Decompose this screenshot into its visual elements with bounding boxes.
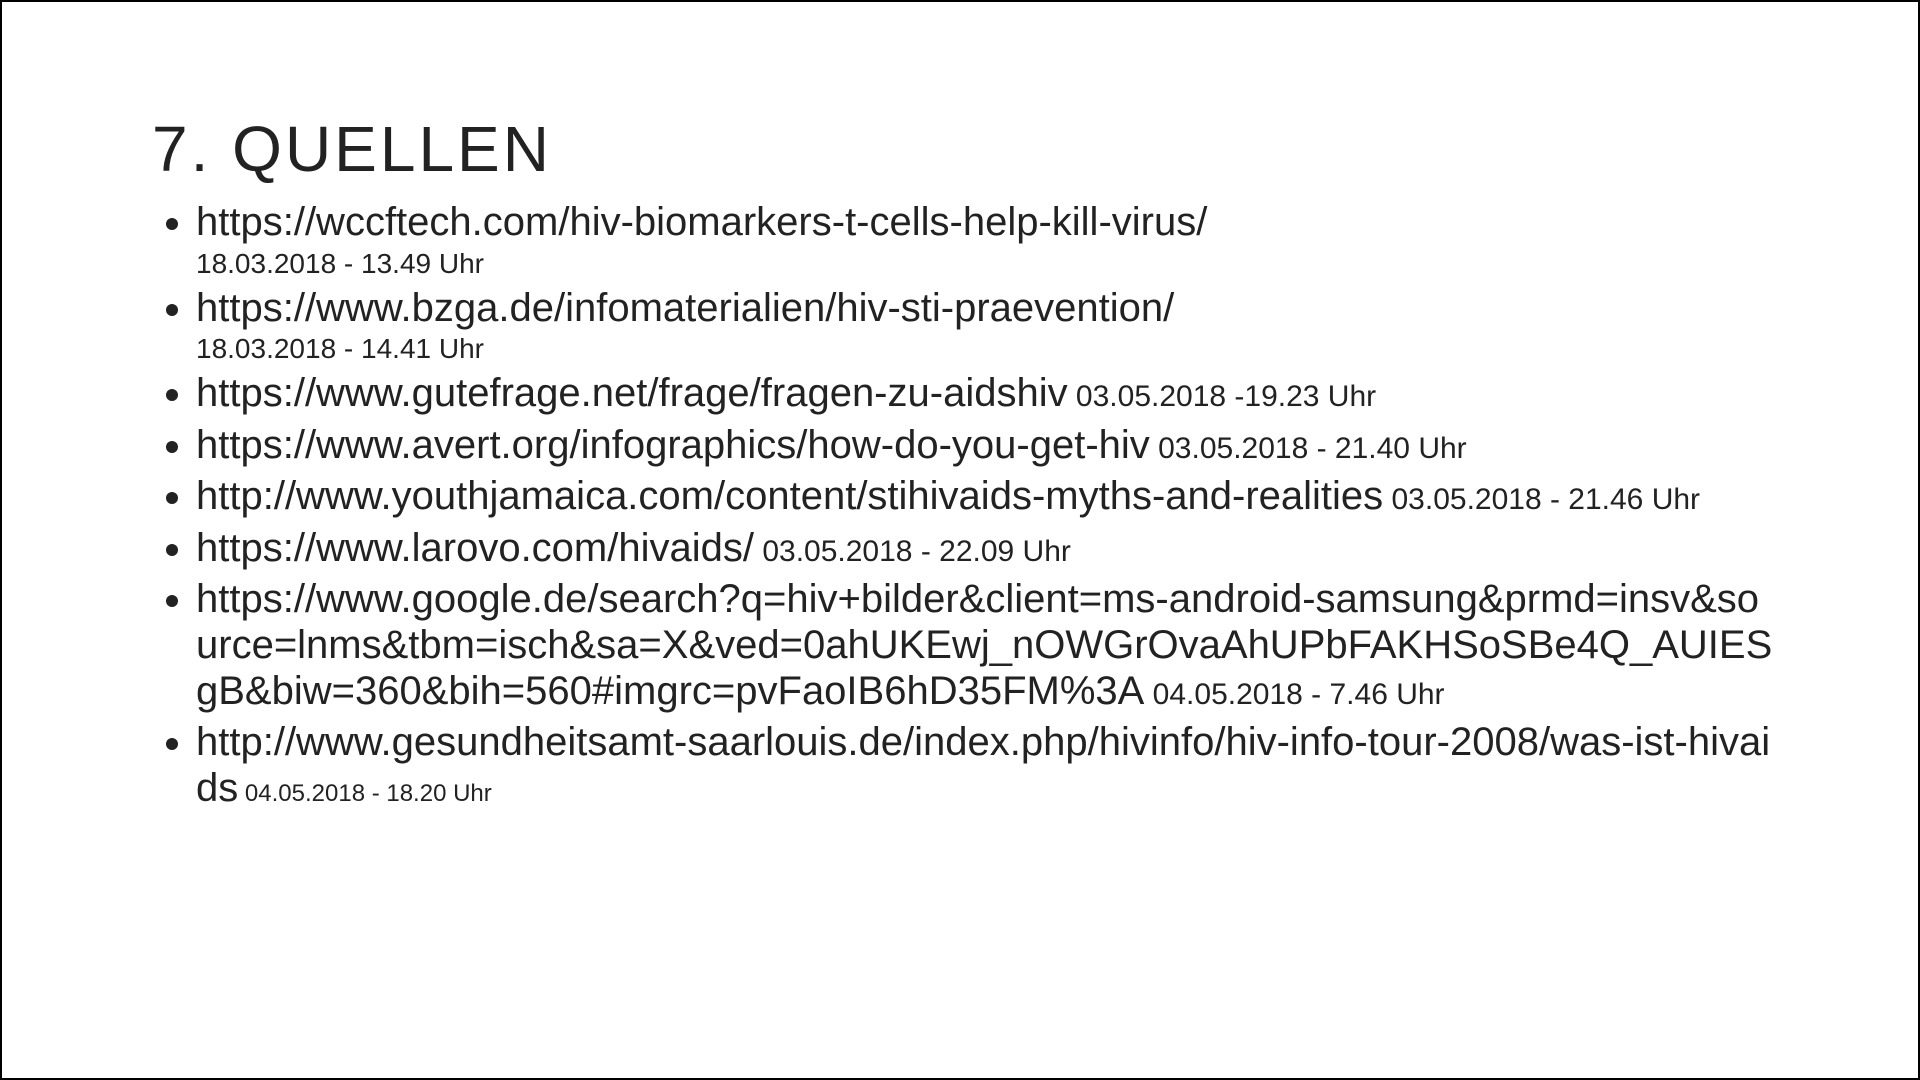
source-timestamp: 03.05.2018 - 21.46 Uhr bbox=[1383, 483, 1700, 516]
source-timestamp: 04.05.2018 - 18.20 Uhr bbox=[238, 780, 492, 807]
source-timestamp: 03.05.2018 - 21.40 Uhr bbox=[1150, 432, 1467, 465]
source-item: https://www.bzga.de/infomaterialien/hiv-… bbox=[196, 286, 1778, 366]
source-item: https://www.gutefrage.net/frage/fragen-z… bbox=[196, 371, 1778, 417]
source-url: https://www.bzga.de/infomaterialien/hiv-… bbox=[196, 286, 1174, 330]
source-url: https://wccftech.com/hiv-biomarkers-t-ce… bbox=[196, 200, 1207, 244]
source-timestamp: 04.05.2018 - 7.46 Uhr bbox=[1144, 678, 1444, 711]
slide: 7. QUELLEN https://wccftech.com/hiv-biom… bbox=[0, 0, 1920, 1080]
sources-list: https://wccftech.com/hiv-biomarkers-t-ce… bbox=[152, 200, 1778, 811]
source-item: https://www.larovo.com/hivaids/ 03.05.20… bbox=[196, 526, 1778, 572]
source-timestamp: 18.03.2018 - 13.49 Uhr bbox=[196, 248, 1778, 280]
source-url: https://www.avert.org/infographics/how-d… bbox=[196, 423, 1150, 467]
source-url: https://www.google.de/search?q=hiv+bilde… bbox=[196, 577, 1772, 712]
source-item: http://www.gesundheitsamt-saarlouis.de/i… bbox=[196, 720, 1778, 811]
source-url: https://www.larovo.com/hivaids/ bbox=[196, 526, 754, 570]
source-timestamp: 03.05.2018 -19.23 Uhr bbox=[1068, 380, 1377, 413]
source-item: https://wccftech.com/hiv-biomarkers-t-ce… bbox=[196, 200, 1778, 280]
slide-title: 7. QUELLEN bbox=[152, 112, 1778, 186]
source-timestamp: 18.03.2018 - 14.41 Uhr bbox=[196, 333, 1778, 365]
source-item: https://www.avert.org/infographics/how-d… bbox=[196, 423, 1778, 469]
source-item: http://www.youthjamaica.com/content/stih… bbox=[196, 474, 1778, 520]
source-timestamp: 03.05.2018 - 22.09 Uhr bbox=[754, 535, 1071, 568]
source-url: https://www.gutefrage.net/frage/fragen-z… bbox=[196, 371, 1068, 415]
source-url: http://www.youthjamaica.com/content/stih… bbox=[196, 474, 1383, 518]
source-item: https://www.google.de/search?q=hiv+bilde… bbox=[196, 577, 1778, 714]
